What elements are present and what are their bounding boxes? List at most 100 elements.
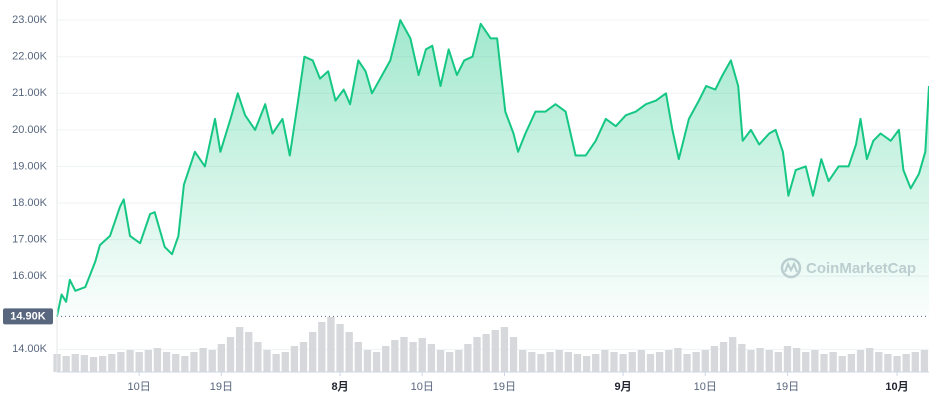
volume-bar [382, 346, 390, 372]
volume-bar [546, 352, 554, 372]
volume-bar [592, 354, 600, 372]
volume-bar [464, 344, 472, 372]
volume-bar [509, 337, 518, 372]
volume-bar [902, 354, 910, 372]
volume-bar [856, 350, 865, 372]
volume-bar [336, 324, 344, 372]
volume-bar [519, 350, 527, 372]
volume-bar [920, 350, 929, 372]
volume-bar [601, 350, 609, 372]
x-tick-label: 10日 [411, 381, 434, 393]
volume-bar [683, 354, 691, 372]
volume-bar [655, 352, 664, 372]
volume-bar [774, 352, 782, 372]
volume-bar [646, 354, 655, 372]
volume-bar [564, 352, 572, 372]
volume-bar [327, 317, 335, 372]
volume-bar [893, 356, 901, 372]
volume-bar [865, 348, 874, 372]
volume-bar [701, 350, 709, 372]
volume-bar [582, 356, 591, 372]
x-tick-label: 10日 [694, 381, 717, 393]
volume-bar [829, 352, 837, 372]
volume-bar [692, 352, 700, 372]
volume-bar [372, 352, 381, 372]
volume-bar [172, 354, 180, 372]
volume-bar [747, 350, 755, 372]
y-tick-label: 23.00K [12, 14, 48, 26]
y-tick-label: 22.00K [12, 51, 48, 63]
volume-bar [254, 342, 262, 372]
y-tick-label: 20.00K [12, 124, 48, 136]
volume-bar [80, 355, 89, 372]
volume-bar [318, 322, 326, 372]
volume-bar [555, 350, 563, 372]
y-tick-label: 18.00K [12, 197, 48, 209]
baseline-label-box [3, 308, 53, 325]
volume-bar [144, 350, 152, 372]
volume-bar [628, 352, 636, 372]
volume-bar [445, 352, 454, 372]
volume-bar [135, 352, 143, 372]
x-tick-label: 10日 [128, 381, 151, 393]
y-tick-label: 19.00K [12, 160, 48, 172]
volume-bar [838, 356, 846, 372]
volume-bar [208, 350, 216, 372]
volume-bar [436, 350, 445, 372]
volume-bar [482, 334, 490, 372]
volume-bar [418, 338, 426, 372]
volume-bar [89, 357, 98, 372]
volume-bar [62, 356, 70, 372]
volume-bar [811, 350, 819, 372]
baseline-label: 14.90K [10, 310, 46, 322]
volume-bar [528, 352, 536, 372]
x-tick-label: 10月 [885, 380, 908, 393]
volume-bar [473, 337, 481, 372]
volume-bar [354, 342, 362, 372]
volume-bar [281, 352, 289, 372]
volume-bar [400, 337, 408, 372]
volume-bar [190, 352, 198, 372]
volume-bar [911, 352, 919, 372]
volume-bar [245, 332, 253, 372]
x-tick-label: 19日 [776, 381, 799, 393]
volume-bar [290, 346, 299, 372]
price-area [57, 20, 929, 317]
x-tick-label: 19日 [493, 381, 516, 393]
volume-bar [610, 352, 618, 372]
volume-bar [783, 346, 792, 372]
volume-bar [153, 348, 162, 372]
volume-bar [117, 352, 125, 372]
volume-bar [455, 350, 463, 372]
volume-bar [71, 354, 79, 372]
volume-bar [181, 356, 189, 372]
volume-bar [710, 346, 719, 372]
volume-bar [674, 348, 682, 372]
y-tick-label: 16.00K [12, 270, 48, 282]
volume-bar [738, 344, 746, 372]
volume-bar [299, 342, 308, 372]
x-tick-label: 9月 [615, 380, 632, 393]
volume-bar [875, 352, 883, 372]
y-tick-label: 21.00K [12, 87, 48, 99]
volume-bar [363, 350, 372, 372]
price-line [56, 19, 929, 317]
volume-bar [729, 337, 737, 372]
volume-bar [756, 348, 764, 372]
volume-bar [235, 327, 244, 372]
volume-bar [99, 356, 107, 372]
volume-bar [217, 344, 226, 372]
volume-bar [719, 342, 728, 372]
volume-bar [263, 350, 271, 372]
volume-bar [573, 354, 582, 372]
x-tick-label: 19日 [210, 381, 233, 393]
volume-bar [802, 352, 810, 372]
volume-bar [792, 348, 801, 372]
x-tick-label: 8月 [331, 380, 348, 393]
volume-bar [820, 354, 828, 372]
volume-bar [847, 354, 856, 372]
volume-bar [409, 342, 417, 372]
volume-bar [226, 337, 235, 372]
